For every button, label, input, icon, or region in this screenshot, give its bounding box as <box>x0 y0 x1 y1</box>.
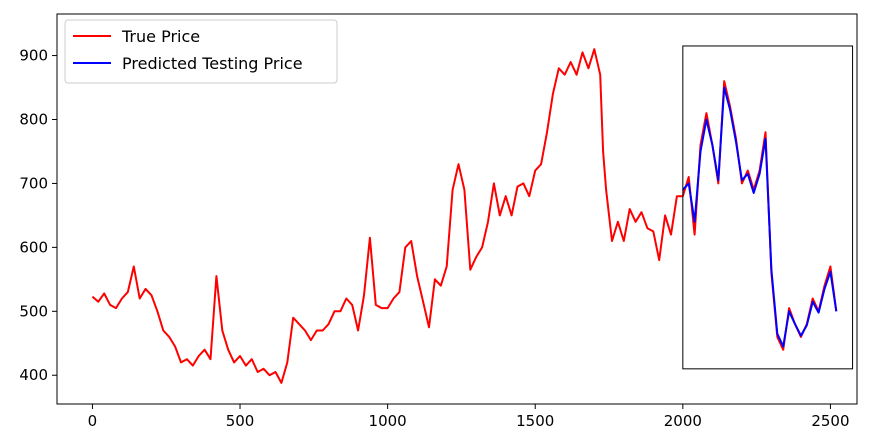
plot-area <box>56 13 858 405</box>
y-tick-label: 500 <box>19 302 48 320</box>
x-tick-label: 2000 <box>664 412 702 430</box>
x-tick-label: 1000 <box>369 412 407 430</box>
legend-box <box>64 19 338 84</box>
x-tick-label: 2500 <box>811 412 849 430</box>
y-tick-label: 900 <box>19 47 48 65</box>
series-line-predicted-testing-price <box>682 86 838 348</box>
legend: True Price Predicted Testing Price <box>64 19 338 84</box>
y-axis: 400 500 600 700 800 900 <box>19 47 57 384</box>
series-layer <box>91 48 838 384</box>
y-tick-label: 400 <box>19 366 48 384</box>
x-tick-label: 0 <box>88 412 98 430</box>
x-axis: 0 500 1000 1500 2000 2500 <box>88 404 850 430</box>
legend-label: True Price <box>121 27 200 46</box>
y-tick-label: 800 <box>19 110 48 128</box>
highlight-box <box>682 45 854 370</box>
plot-frame <box>56 13 858 405</box>
y-tick-label: 700 <box>19 174 48 192</box>
x-tick-label: 1500 <box>516 412 554 430</box>
x-tick-label: 500 <box>226 412 255 430</box>
y-tick-label: 600 <box>19 238 48 256</box>
legend-label: Predicted Testing Price <box>122 54 303 73</box>
